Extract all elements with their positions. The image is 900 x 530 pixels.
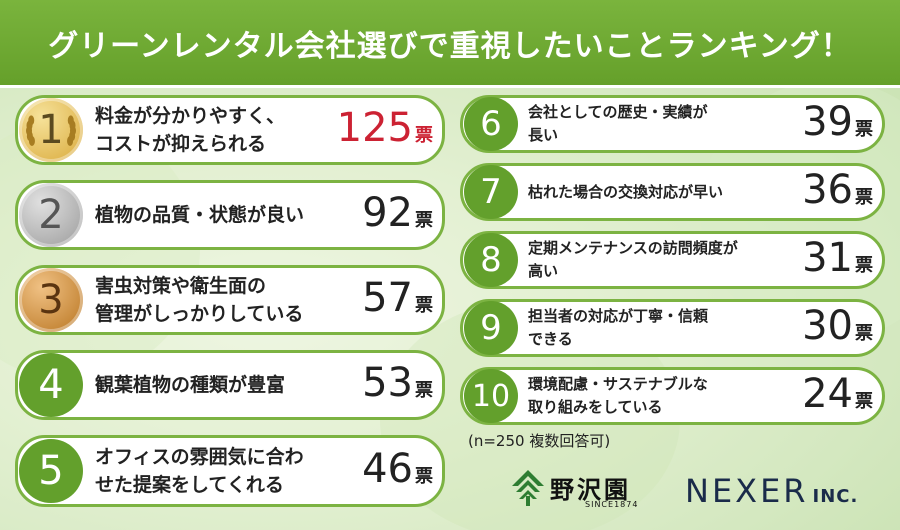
vote-unit: 票 bbox=[415, 295, 433, 316]
vote-unit: 票 bbox=[855, 187, 873, 208]
vote-count: 46 票 bbox=[362, 446, 433, 496]
vote-count: 31 票 bbox=[802, 235, 873, 285]
nexer-logo-text: NEXER bbox=[685, 472, 809, 510]
medal-icon: 2 bbox=[19, 183, 83, 247]
vote-value: 53 bbox=[362, 360, 413, 406]
rank-card bbox=[460, 95, 885, 153]
rank-card bbox=[15, 95, 445, 165]
vote-count: 92 票 bbox=[362, 190, 433, 240]
vote-unit: 票 bbox=[415, 125, 433, 146]
rank-label: オフィスの雰囲気に合わ せた提案をしてくれる bbox=[95, 446, 304, 496]
rank-badge: 4 bbox=[19, 353, 83, 417]
rank-label: 枯れた場合の交換対応が早い bbox=[528, 182, 724, 201]
medal-icon: 1 bbox=[19, 98, 83, 162]
vote-value: 36 bbox=[802, 167, 853, 213]
rank-label: 担当者の対応が丁寧・信頼 できる bbox=[528, 307, 709, 348]
rank-badge: 8 bbox=[464, 233, 518, 287]
rank-card bbox=[15, 435, 445, 507]
rank-label: 観葉植物の種類が豊富 bbox=[95, 374, 286, 396]
rank-card bbox=[15, 180, 445, 250]
rank-badge: 7 bbox=[464, 165, 518, 219]
vote-value: 57 bbox=[362, 275, 413, 321]
vote-unit: 票 bbox=[855, 391, 873, 412]
rank-badge: 9 bbox=[464, 301, 518, 355]
nozawaen-since: SINCE1874 bbox=[585, 500, 639, 509]
vote-unit: 票 bbox=[855, 323, 873, 344]
rank-number: 3 bbox=[38, 277, 64, 323]
rank-label: 料金が分かりやすく、 コストが抑えられる bbox=[95, 105, 286, 155]
vote-count: 125 票 bbox=[337, 105, 433, 155]
rank-number: 1 bbox=[38, 107, 64, 153]
nexer-inc: INC. bbox=[812, 486, 859, 507]
sample-note: (n=250 複数回答可) bbox=[468, 432, 611, 450]
rank-label: 定期メンテナンスの訪問頻度が 高い bbox=[528, 239, 738, 280]
vote-count: 30 票 bbox=[802, 303, 873, 353]
rank-card bbox=[15, 350, 445, 420]
vote-unit: 票 bbox=[415, 210, 433, 231]
nozawaen-logo-text: 野沢園 bbox=[550, 475, 631, 504]
vote-unit: 票 bbox=[855, 119, 873, 140]
vote-value: 30 bbox=[802, 303, 853, 349]
title-bar: グリーンレンタル会社選びで重視したいことランキング！ bbox=[0, 0, 900, 88]
vote-count: 39 票 bbox=[802, 99, 873, 149]
rank-label: 環境配慮・サステナブルな 取り組みをしている bbox=[528, 375, 708, 416]
laurel-leaf bbox=[28, 115, 35, 126]
vote-count: 24 票 bbox=[802, 371, 873, 421]
vote-count: 36 票 bbox=[802, 167, 873, 217]
rank-card bbox=[460, 231, 885, 289]
chart-title: グリーンレンタル会社選びで重視したいことランキング！ bbox=[48, 28, 852, 64]
vote-value: 39 bbox=[802, 99, 853, 145]
rank-badge: 6 bbox=[464, 97, 518, 151]
medal-icon: 3 bbox=[19, 268, 83, 332]
laurel-leaf bbox=[67, 115, 74, 126]
rank-badge: 5 bbox=[19, 439, 83, 503]
nexer-logo: NEXER INC. bbox=[685, 472, 858, 510]
vote-value: 92 bbox=[362, 190, 413, 236]
rank-badge: 10 bbox=[464, 369, 518, 423]
vote-value: 125 bbox=[336, 105, 413, 151]
rank-label: 害虫対策や衛生面の 管理がしっかりしている bbox=[95, 275, 304, 325]
rank-card bbox=[460, 299, 885, 357]
rank-card bbox=[460, 163, 885, 221]
vote-count: 53 票 bbox=[362, 360, 433, 410]
vote-count: 57 票 bbox=[362, 275, 433, 325]
rank-card bbox=[15, 265, 445, 335]
nozawaen-logo-icon bbox=[512, 470, 544, 506]
vote-value: 24 bbox=[802, 371, 853, 417]
rank-card bbox=[460, 367, 885, 425]
laurel-icon bbox=[26, 115, 76, 146]
vote-unit: 票 bbox=[855, 255, 873, 276]
rank-number: 2 bbox=[38, 192, 64, 238]
vote-value: 31 bbox=[802, 235, 853, 281]
vote-unit: 票 bbox=[415, 466, 433, 487]
rank-label: 会社としての歴史・実績が 長い bbox=[528, 103, 708, 144]
rank-label: 植物の品質・状態が良い bbox=[95, 204, 305, 226]
vote-unit: 票 bbox=[415, 380, 433, 401]
vote-value: 46 bbox=[362, 446, 413, 492]
